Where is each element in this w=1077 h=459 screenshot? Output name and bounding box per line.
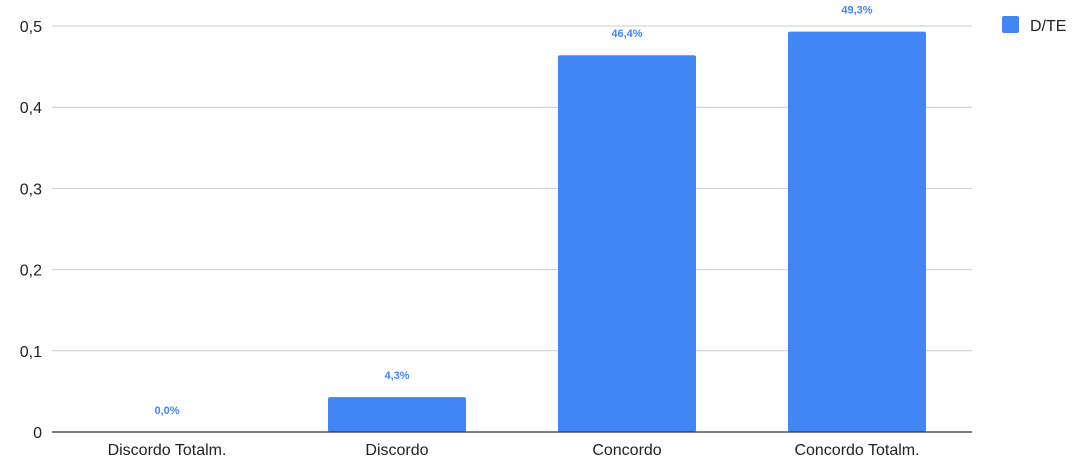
bar[interactable] — [328, 397, 466, 432]
legend[interactable]: D/TE — [1002, 16, 1066, 35]
data-label: 4,3% — [384, 370, 409, 382]
bar[interactable] — [788, 31, 926, 433]
y-tick-label: 0,3 — [20, 181, 42, 198]
y-tick-label: 0,5 — [20, 19, 42, 36]
bar[interactable] — [558, 55, 696, 433]
x-category-label: Concordo Totalm. — [794, 442, 919, 459]
y-tick-label: 0,1 — [20, 344, 42, 361]
x-category-label: Concordo — [592, 442, 661, 459]
data-labels: 0,0% 4,3% 46,4% 49,3% — [154, 5, 872, 417]
x-category-label: Discordo — [365, 442, 428, 459]
data-label: 49,3% — [841, 5, 872, 17]
legend-swatch-d-te — [1002, 16, 1019, 33]
x-category-label: Discordo Totalm. — [108, 442, 227, 459]
bars — [328, 31, 926, 433]
y-tick-label: 0,4 — [20, 100, 42, 117]
x-axis-categories: Discordo Totalm. Discordo Concordo Concordo… — [108, 442, 920, 459]
data-label: 46,4% — [611, 28, 642, 40]
data-label: 0,0% — [154, 405, 179, 417]
y-axis-ticks: 0 0,1 0,2 0,3 0,4 0,5 — [20, 19, 42, 442]
y-tick-label: 0 — [33, 425, 42, 442]
y-tick-label: 0,2 — [20, 263, 42, 280]
legend-label-d-te: D/TE — [1030, 18, 1066, 35]
